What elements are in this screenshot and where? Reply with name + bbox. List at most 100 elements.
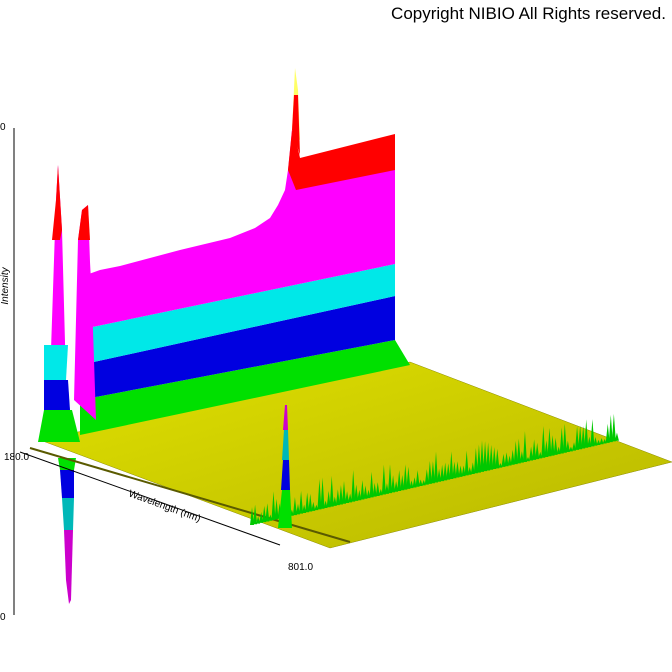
noise-spike	[550, 435, 555, 456]
noise-spike	[590, 419, 595, 447]
wavelength-axis-line-dark	[29, 447, 351, 543]
noise-spike	[575, 426, 580, 450]
mid-spike-segment	[282, 430, 289, 460]
noise-spike	[406, 466, 411, 489]
noise-spike	[470, 462, 475, 474]
noise-spike	[440, 464, 445, 482]
noise-spike	[559, 427, 564, 454]
noise-spike	[584, 419, 589, 448]
noise-spike	[320, 477, 325, 509]
band-cyan	[78, 264, 395, 365]
noise-spike	[317, 479, 322, 510]
mid-spike-segment	[278, 490, 292, 528]
noise-spike	[437, 468, 442, 482]
noise-spike	[434, 451, 438, 483]
noise-spike	[581, 426, 586, 449]
second-peak-red	[78, 205, 90, 240]
noise-spike	[421, 479, 426, 486]
neg-blue	[60, 470, 74, 498]
noise-spike	[458, 465, 463, 477]
noise-spike	[415, 470, 420, 487]
mid-spike-segment	[283, 405, 288, 430]
noise-spike	[262, 505, 267, 523]
noise-spike	[510, 449, 515, 465]
noise-spike	[296, 503, 300, 515]
noise-spike	[418, 479, 423, 487]
noise-spike	[274, 498, 279, 520]
noise-spike	[253, 504, 258, 525]
noise-spike	[323, 500, 328, 508]
noise-spike	[602, 438, 607, 444]
noise-spike	[553, 437, 558, 455]
spike-red	[52, 165, 62, 240]
spike-blue	[44, 380, 70, 410]
noise-spike	[388, 464, 392, 494]
mid-spike-segment	[281, 460, 290, 490]
noise-spike	[391, 475, 396, 493]
noise-spike	[587, 436, 592, 448]
noise-spike	[360, 480, 365, 500]
noise-spike	[489, 444, 494, 470]
ylabel: Intensity	[0, 266, 11, 304]
band-red	[288, 130, 395, 190]
noise-spike	[335, 489, 340, 506]
noise-spike	[572, 442, 576, 451]
noise-spike	[608, 414, 613, 443]
front-spike	[38, 165, 96, 442]
noise-spike	[363, 485, 368, 499]
noise-spikes	[250, 405, 619, 528]
noise-spike	[256, 516, 261, 524]
y-tick-bottom: 0	[0, 612, 6, 623]
noise-spike	[375, 482, 380, 496]
noise-spike	[314, 504, 319, 511]
negative-spike	[58, 458, 76, 604]
noise-spike	[464, 450, 469, 476]
noise-spike	[397, 470, 402, 491]
noise-spike	[562, 423, 567, 453]
noise-spike	[342, 480, 346, 504]
noise-spike	[473, 447, 478, 474]
back-wall-surface	[78, 68, 410, 435]
y-tick-top: 0	[0, 122, 6, 133]
noise-spike	[614, 432, 619, 441]
noise-spike	[366, 489, 371, 499]
noise-spike	[430, 461, 435, 484]
x-tick-start: 180.0	[4, 452, 29, 463]
band-green	[80, 340, 410, 435]
noise-spike	[372, 482, 377, 497]
noise-spike	[250, 507, 254, 525]
noise-spike	[578, 425, 583, 450]
noise-spike	[345, 491, 350, 504]
wavelength-axis-line	[19, 451, 281, 546]
noise-spike	[400, 475, 405, 491]
noise-spike	[403, 464, 408, 490]
noise-spike	[593, 436, 598, 446]
noise-spike	[369, 471, 374, 498]
noise-spike	[455, 461, 460, 478]
noise-spike	[544, 440, 549, 457]
noise-spike	[357, 489, 362, 501]
noise-spike	[495, 448, 500, 469]
noise-spike	[427, 460, 432, 484]
noise-spike	[424, 469, 429, 485]
noise-spike	[332, 496, 337, 506]
noise-spike	[507, 455, 512, 466]
noise-spike	[556, 446, 561, 455]
peak-tip-red	[292, 95, 300, 155]
noise-spike	[443, 462, 448, 481]
noise-spike	[302, 504, 307, 513]
noise-spike	[394, 481, 399, 492]
noise-spike	[492, 447, 497, 470]
noise-spike	[329, 475, 334, 507]
noise-spike	[519, 451, 524, 463]
noise-spike	[498, 462, 503, 468]
noise-spike	[259, 512, 264, 523]
noise-spike	[338, 485, 343, 505]
noise-spike	[532, 439, 537, 460]
noise-spike	[501, 453, 506, 467]
noise-spike	[568, 446, 573, 452]
noise-spike	[599, 437, 604, 445]
noise-spike	[308, 493, 313, 512]
noise-spike	[378, 489, 383, 496]
noise-spike	[476, 444, 481, 473]
